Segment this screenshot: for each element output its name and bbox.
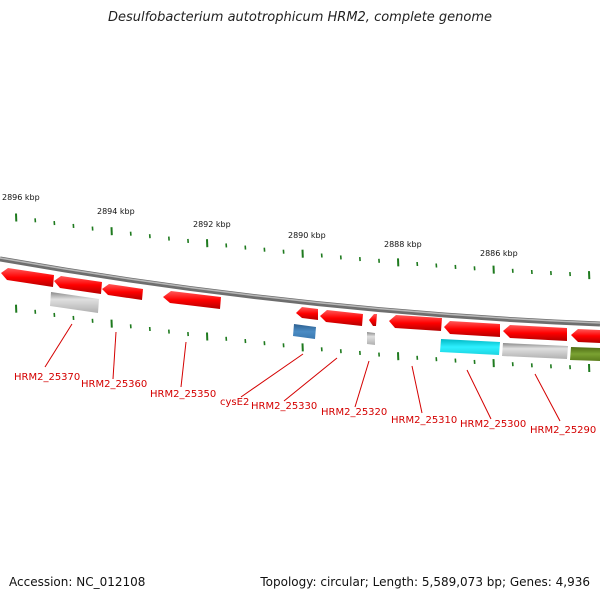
forward-strand-genes (1, 268, 600, 343)
leader-line (112, 331, 117, 380)
gene-arrow[interactable] (444, 321, 500, 337)
leader-line (466, 369, 492, 420)
gene-label[interactable]: HRM2_25360 (81, 379, 147, 390)
cyan-feature[interactable] (440, 339, 500, 355)
grey-feature[interactable] (50, 292, 99, 313)
gene-arrow[interactable] (503, 325, 567, 341)
leader-line (240, 353, 304, 398)
olive-feature[interactable] (570, 347, 600, 361)
leader-line (44, 323, 73, 368)
gene-arrow[interactable] (571, 329, 600, 343)
gene-arrow[interactable] (1, 268, 54, 287)
gene-label[interactable]: HRM2_25330 (251, 401, 317, 412)
gene-label[interactable]: HRM2_25350 (150, 389, 216, 400)
gene-label[interactable]: HRM2_25320 (321, 407, 387, 418)
leader-line (411, 365, 423, 414)
genome-backbone (0, 256, 600, 327)
gene-labels: HRM2_25370 HRM2_25360 HRM2_25350 cysE2 H… (14, 372, 596, 436)
gene-arrow[interactable] (296, 307, 318, 320)
leader-line (180, 341, 187, 388)
scale-label: 2886 kbp (480, 249, 518, 258)
scale-label: 2892 kbp (193, 220, 231, 229)
scale-labels: 2896 kbp 2894 kbp 2892 kbp 2890 kbp 2888… (2, 193, 518, 258)
rna-feature[interactable] (293, 324, 316, 339)
other-features (50, 292, 600, 361)
grey-feature[interactable] (367, 332, 375, 345)
inner-scale-ticks (15, 304, 591, 373)
accession-text: Accession: NC_012108 (9, 575, 146, 589)
gene-arrow[interactable] (389, 315, 442, 331)
scale-label: 2888 kbp (384, 240, 422, 249)
outer-scale-ticks (15, 213, 591, 280)
gene-arrow[interactable] (320, 310, 363, 326)
gene-label[interactable]: HRM2_25290 (530, 425, 596, 436)
gene-arrow[interactable] (163, 291, 221, 309)
gene-label[interactable]: HRM2_25300 (460, 419, 526, 430)
scale-label: 2896 kbp (2, 193, 40, 202)
leader-line (283, 357, 338, 402)
leader-line (534, 373, 561, 422)
grey-feature[interactable] (502, 343, 568, 359)
gene-arrow[interactable] (369, 314, 377, 326)
gene-label[interactable]: cysE2 (220, 397, 249, 408)
gene-label[interactable]: HRM2_25370 (14, 372, 80, 383)
gene-label[interactable]: HRM2_25310 (391, 415, 457, 426)
scale-label: 2890 kbp (288, 231, 326, 240)
scale-label: 2894 kbp (97, 207, 135, 216)
genome-summary-text: Topology: circular; Length: 5,589,073 bp… (260, 575, 590, 589)
gene-arrow[interactable] (54, 276, 102, 294)
genome-backbone-highlight (0, 257, 600, 324)
gene-arrow[interactable] (102, 284, 143, 300)
leader-line (354, 360, 370, 408)
map-title: Desulfobacterium autotrophicum HRM2, com… (107, 10, 493, 25)
label-leaders (44, 323, 561, 422)
